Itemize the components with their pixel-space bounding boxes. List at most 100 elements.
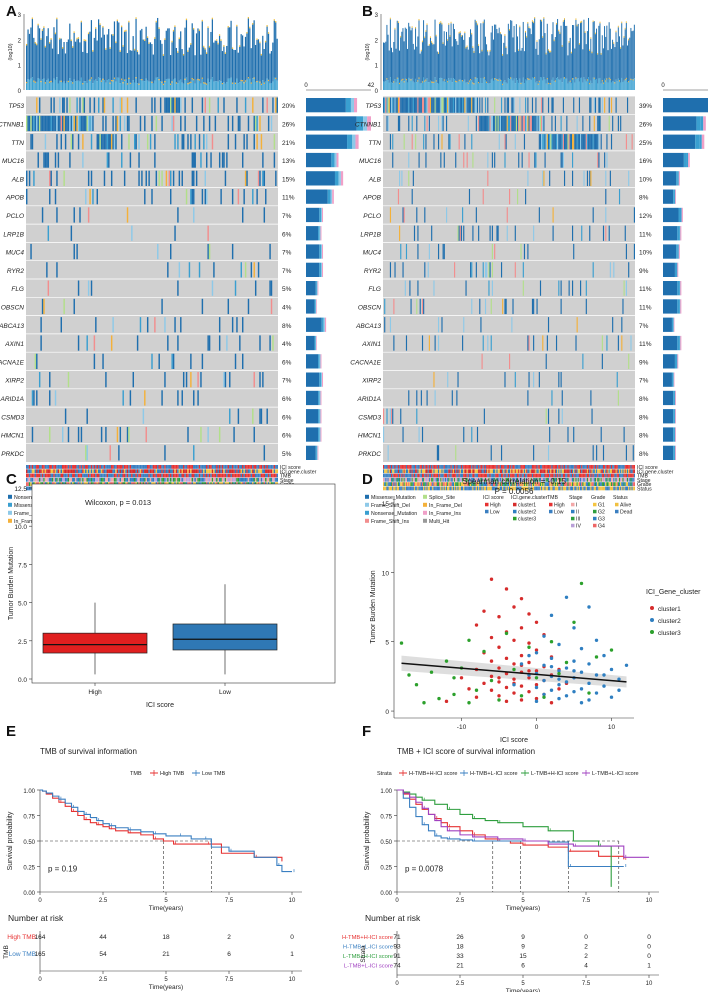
tmb-bar xyxy=(482,23,484,78)
annotation-cell xyxy=(614,486,616,491)
annotation-cell xyxy=(612,469,614,474)
annotation-cell xyxy=(116,465,119,469)
tmb-bar xyxy=(482,21,484,24)
mutation-cell xyxy=(44,115,47,132)
tmb-bar xyxy=(106,34,108,81)
mutation-cell xyxy=(470,97,472,113)
annotation-cell xyxy=(593,486,595,491)
annotation-cell xyxy=(609,477,611,482)
legend-swatch xyxy=(571,516,575,521)
annotation-cell xyxy=(435,473,437,478)
annotation-cell xyxy=(432,469,434,474)
annotation-cell xyxy=(522,473,524,478)
annotation-cell xyxy=(426,465,428,469)
mutation-cell xyxy=(420,97,422,113)
annotation-cell xyxy=(582,482,584,486)
annotation-cell xyxy=(457,477,459,482)
legend-swatch xyxy=(549,502,553,507)
gene-label: CTNNB1 xyxy=(355,121,381,128)
mutation-cell xyxy=(481,97,483,113)
annotation-cell xyxy=(56,473,58,478)
annotation-cell xyxy=(557,469,559,474)
annotation-cell xyxy=(632,473,634,478)
annotation-cell xyxy=(549,482,551,486)
annotation-cell xyxy=(161,473,163,478)
tmb-bar xyxy=(537,54,539,84)
annotation-cell xyxy=(620,486,622,491)
mutation-cell xyxy=(565,134,567,150)
annotation-cell xyxy=(476,465,479,469)
annotation-cell xyxy=(542,469,544,474)
mutation-cell xyxy=(497,115,499,132)
annotation-cell xyxy=(449,486,451,491)
annotation-cell xyxy=(408,465,410,469)
annotation-cell xyxy=(67,465,70,469)
mutation-cell xyxy=(410,97,412,113)
mutation-cell xyxy=(273,152,276,168)
annotation-cell xyxy=(560,469,562,474)
annotation-cell xyxy=(547,486,550,491)
annotation-cell xyxy=(270,465,273,469)
annotation-cell xyxy=(468,473,471,478)
annotation-cell xyxy=(387,486,389,491)
annotation-cell xyxy=(565,482,567,486)
annotation-cell xyxy=(252,465,254,469)
tmb-bar xyxy=(194,55,196,84)
mutation-cell xyxy=(482,335,484,351)
mutation-cell xyxy=(90,280,93,296)
tmb-bar xyxy=(197,78,199,81)
annotation-cell xyxy=(200,465,202,469)
tmb-bar xyxy=(606,78,608,90)
mutation-cell xyxy=(483,408,485,424)
annotation-cell xyxy=(566,465,568,469)
annotation-track-label: TMB xyxy=(280,474,291,480)
annotation-cell xyxy=(106,465,109,469)
annotation-cell xyxy=(158,477,160,482)
tmb-bar xyxy=(608,22,610,78)
annotation-cell xyxy=(491,486,493,491)
annotation-cell xyxy=(139,469,142,474)
mutation-cell xyxy=(135,134,137,150)
annotation-cell xyxy=(254,477,257,482)
annotation-cell xyxy=(31,469,34,474)
tmb-bar xyxy=(113,77,116,79)
mutation-cell xyxy=(448,134,450,150)
tmb-bar xyxy=(630,78,632,81)
side-bar xyxy=(663,354,675,369)
annotation-cell xyxy=(49,465,51,469)
tmb-bar xyxy=(407,82,409,90)
annotation-cell xyxy=(70,477,73,482)
mutation-cell xyxy=(56,134,58,150)
annotation-cell xyxy=(105,477,107,482)
annotation-cell xyxy=(601,465,603,469)
tmb-bar xyxy=(148,81,150,90)
mutation-cell xyxy=(161,298,163,315)
annotation-cell xyxy=(562,465,564,469)
annotation-cell xyxy=(229,477,231,482)
mutation-cell xyxy=(446,97,448,113)
tmb-bar xyxy=(110,79,113,90)
annotation-cell xyxy=(475,465,477,469)
annotation-cell xyxy=(51,469,54,474)
mutation-cell xyxy=(116,115,119,132)
annotation-cell xyxy=(227,469,230,474)
annotation-cell xyxy=(613,465,615,469)
tmb-bar xyxy=(174,26,176,79)
tmb-bar xyxy=(458,31,460,34)
tmb-bar xyxy=(262,80,264,90)
mutation-cell xyxy=(504,298,506,315)
tmb-bar xyxy=(586,31,588,80)
tmb-bar xyxy=(216,39,218,41)
tmb-bar xyxy=(478,82,480,90)
annotation-cell xyxy=(435,477,437,482)
point-cluster1 xyxy=(549,701,554,705)
annotation-cell xyxy=(392,486,394,491)
tmb-bar xyxy=(60,80,62,90)
mutation-cell xyxy=(392,134,394,150)
annotation-cell xyxy=(404,469,406,474)
annotation-track-label: ICI score xyxy=(280,465,301,471)
annotation-cell xyxy=(613,486,615,491)
annotation-cell xyxy=(31,473,34,478)
tmb-bar xyxy=(33,80,35,90)
tmb-bar xyxy=(606,25,608,79)
